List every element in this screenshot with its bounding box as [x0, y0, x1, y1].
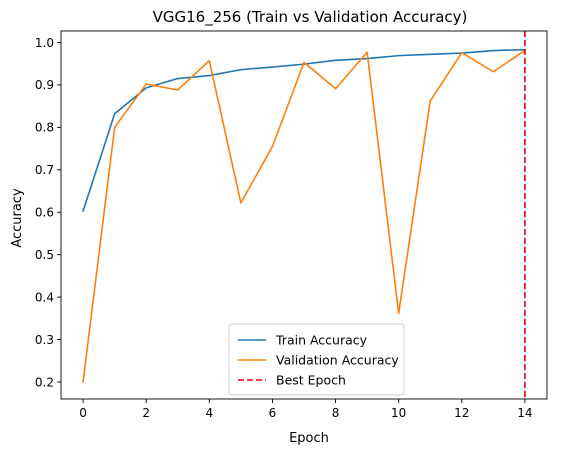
series-line-train-accuracy — [82, 48, 526, 212]
x-axis-label: Epoch — [289, 431, 329, 446]
y-axis-label: Accuracy — [10, 188, 25, 248]
legend-validation-accuracy-label: Validation Accuracy — [276, 353, 399, 368]
series-line-validation-accuracy — [82, 49, 527, 383]
x-tick-label: 8 — [332, 406, 340, 420]
y-tick-label: 1.0 — [35, 36, 54, 50]
y-tick-label: 0.2 — [35, 375, 54, 389]
x-tick-label: 0 — [79, 406, 87, 420]
y-tick-label: 0.9 — [35, 78, 54, 92]
axes-frame — [60, 30, 548, 400]
legend-box — [228, 323, 405, 396]
chart-title: VGG16_256 (Train vs Validation Accuracy) — [153, 8, 468, 27]
y-tick-label: 0.3 — [35, 333, 54, 347]
plot-area: 0 2 4 6 8 10 12 14 0.2 0.3 0.4 0.5 0.6 0.7 0.8 0.9 1.0 — [35, 30, 548, 420]
y-tick-label: 0.5 — [35, 248, 54, 262]
x-tick-label: 12 — [454, 406, 469, 420]
x-tick-label: 2 — [142, 406, 150, 420]
x-tick-label: 4 — [206, 406, 214, 420]
x-tick-label: 6 — [269, 406, 277, 420]
x-tick-label: 10 — [391, 406, 406, 420]
y-tick-label: 0.4 — [35, 290, 54, 304]
y-tick-label: 0.8 — [35, 121, 54, 135]
legend: Train Accuracy Validation Accuracy Best Ep… — [228, 323, 405, 396]
x-tick-label: 14 — [517, 406, 532, 420]
legend-best-epoch-label: Best Epoch — [276, 373, 346, 388]
legend-train-accuracy-label: Train Accuracy — [275, 333, 368, 348]
y-tick-label: 0.7 — [35, 163, 54, 177]
y-tick-label: 0.6 — [35, 206, 54, 220]
